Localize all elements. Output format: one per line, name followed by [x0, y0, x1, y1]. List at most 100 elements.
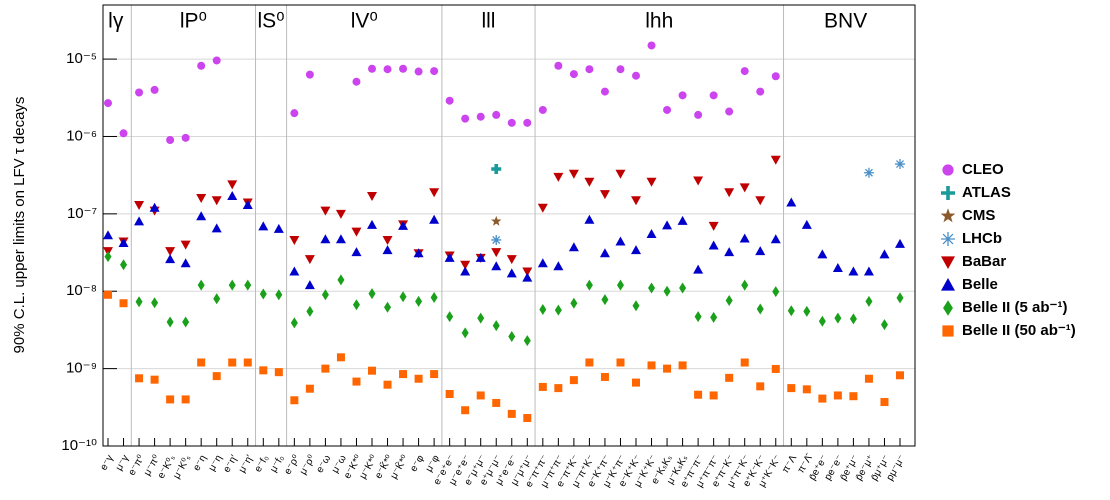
data-point [150, 85, 159, 94]
data-point [585, 65, 594, 74]
data-point [879, 249, 890, 259]
data-point [445, 96, 454, 105]
data-point [244, 279, 252, 291]
data-point [787, 384, 796, 393]
data-point [756, 303, 764, 315]
data-point [895, 238, 905, 248]
data-point [181, 395, 190, 404]
data-point [818, 394, 827, 403]
legend-label: BaBar [962, 253, 1006, 270]
data-point [896, 292, 904, 304]
data-point [708, 221, 719, 231]
data-point [895, 159, 905, 170]
data-point [491, 234, 502, 245]
data-point [787, 305, 795, 317]
data-point [305, 70, 314, 79]
data-point [646, 177, 657, 187]
y-tick-label: 10⁻⁵ [66, 50, 97, 67]
group-label: lS⁰ [258, 10, 285, 33]
data-point [709, 91, 718, 100]
data-point [430, 291, 438, 303]
data-point [632, 300, 640, 312]
data-point [460, 266, 471, 276]
data-point [601, 294, 609, 306]
data-point [616, 358, 625, 367]
legend-label: CLEO [962, 161, 1004, 178]
data-point [197, 358, 206, 367]
data-point [584, 177, 595, 187]
data-point [119, 129, 128, 138]
data-point [756, 382, 765, 391]
data-point [135, 88, 144, 97]
data-point [677, 215, 688, 225]
data-point [599, 190, 610, 200]
data-point [212, 56, 221, 65]
data-point [212, 372, 221, 381]
data-point [693, 176, 704, 186]
data-point [585, 279, 593, 291]
data-point [197, 279, 205, 291]
data-point [368, 366, 376, 375]
data-point [196, 211, 207, 221]
data-point [290, 109, 299, 118]
data-point [755, 196, 766, 206]
data-point [444, 252, 455, 262]
data-point [553, 172, 564, 182]
x-tick-label: e⁻γ [98, 453, 115, 472]
data-point [616, 279, 624, 291]
data-point [710, 311, 718, 323]
data-point [725, 373, 734, 382]
data-point [833, 391, 842, 400]
data-point [383, 380, 392, 389]
data-point [135, 296, 143, 308]
data-point [539, 304, 547, 316]
data-point [399, 370, 408, 379]
data-point [398, 220, 409, 230]
x-tick-label: μ⁻ρ⁰ [298, 453, 318, 476]
data-point [694, 311, 702, 323]
data-point [491, 261, 502, 271]
data-point [446, 311, 454, 323]
data-point [599, 248, 610, 258]
data-point [320, 234, 331, 244]
data-point [508, 331, 516, 343]
data-point [430, 370, 439, 379]
data-point [818, 315, 826, 327]
data-point [724, 247, 735, 257]
data-point [382, 235, 393, 245]
legend-marker [942, 325, 954, 337]
data-point [770, 155, 781, 165]
data-point [475, 252, 486, 262]
data-point [211, 223, 222, 233]
data-point [739, 233, 750, 243]
x-tick-label: e⁻φ [408, 453, 426, 474]
data-point [120, 259, 128, 271]
data-point [523, 414, 532, 423]
data-point [863, 266, 874, 276]
data-point [259, 288, 267, 300]
data-point [196, 194, 207, 204]
data-point [290, 396, 299, 405]
data-point [336, 353, 345, 362]
data-point [180, 240, 191, 250]
plot-frame [102, 4, 916, 447]
data-point [476, 391, 485, 400]
data-point [243, 358, 252, 367]
data-point [569, 376, 578, 385]
data-point [616, 65, 625, 74]
data-point [491, 215, 502, 226]
data-point [134, 216, 145, 226]
legend-marker [942, 164, 954, 176]
data-point [817, 249, 828, 259]
data-point [632, 378, 640, 387]
data-point [849, 313, 857, 325]
data-point [429, 214, 440, 224]
data-point [149, 202, 160, 212]
x-tick-label: e⁻η [191, 453, 209, 473]
data-point [693, 264, 704, 274]
data-point [663, 105, 672, 114]
data-point [506, 268, 517, 278]
data-point [413, 248, 424, 258]
data-point [507, 118, 516, 127]
data-point [538, 105, 547, 114]
